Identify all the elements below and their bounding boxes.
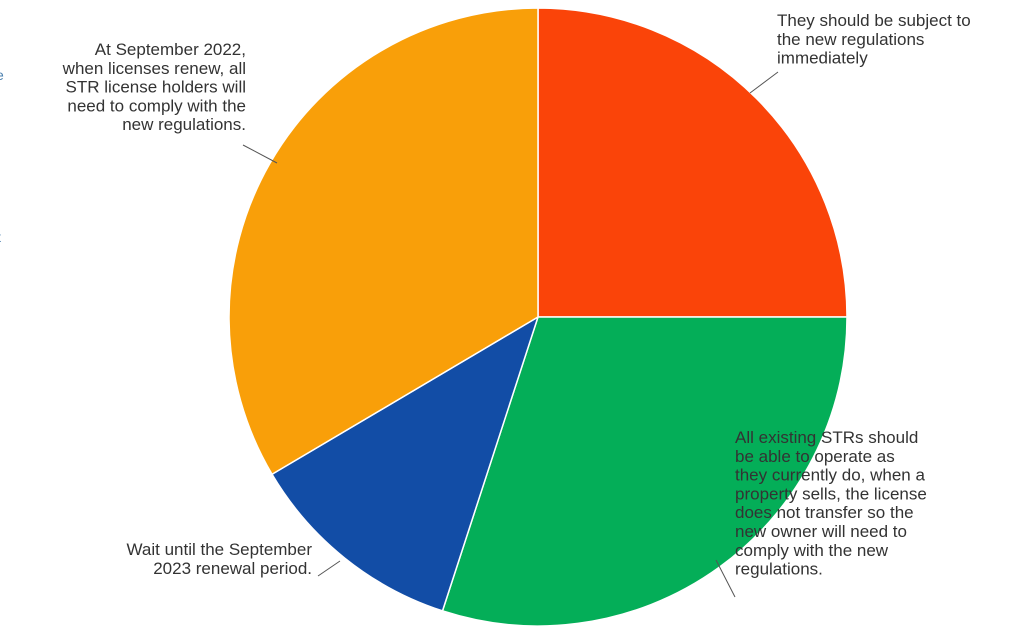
slice-label-line: comply with the new <box>735 541 889 560</box>
slice-label-line: need to comply with the <box>67 96 246 115</box>
slice-label-line: be able to operate as <box>735 447 895 466</box>
slice-label: Wait until the September 2023 renewal per… <box>126 540 312 578</box>
slice-label-line: the new regulations <box>777 30 924 49</box>
leader-lines <box>242 71 779 598</box>
slice-label-line: new regulations. <box>122 115 246 134</box>
slice-label-line: At September 2022, <box>95 40 246 59</box>
slice-labels: They should be subject to the new regulat… <box>62 11 971 579</box>
pie-slices <box>228 7 848 626</box>
slice-label-line: when licenses renew, all <box>62 59 246 78</box>
slice-label-line: All existing STRs should <box>735 428 918 447</box>
slice-label: At September 2022, when licenses renew, a… <box>62 40 246 134</box>
slice-label: They should be subject to the new regulat… <box>777 11 971 68</box>
leader-line <box>715 559 736 598</box>
slice-label-line: does not transfer so the <box>735 503 914 522</box>
slice-label-line: regulations. <box>735 560 823 579</box>
leader-line <box>242 144 278 164</box>
slice-label: All existing STRs should be able to opera… <box>735 428 927 579</box>
slice-label-line: property sells, the license <box>735 484 927 503</box>
pie-slice[interactable] <box>537 7 848 318</box>
slice-label-line: new owner will need to <box>735 522 907 541</box>
pie-slice[interactable] <box>271 316 539 612</box>
leader-line <box>317 560 341 577</box>
clipped-margin-text: l l e t l <box>0 25 4 265</box>
leader-line <box>749 71 779 94</box>
slice-label-line: STR license holders will <box>66 78 246 97</box>
clipped-glyph: t <box>0 229 1 245</box>
slice-label-line: Wait until the September <box>126 540 312 559</box>
pie-slice[interactable] <box>228 7 539 476</box>
slice-label-line: they currently do, when a <box>735 466 925 485</box>
slice-label-line: immediately <box>777 49 868 68</box>
slice-label-line: They should be subject to <box>777 11 971 30</box>
slice-label-line: 2023 renewal period. <box>153 559 312 578</box>
clipped-glyph: e <box>0 67 4 83</box>
